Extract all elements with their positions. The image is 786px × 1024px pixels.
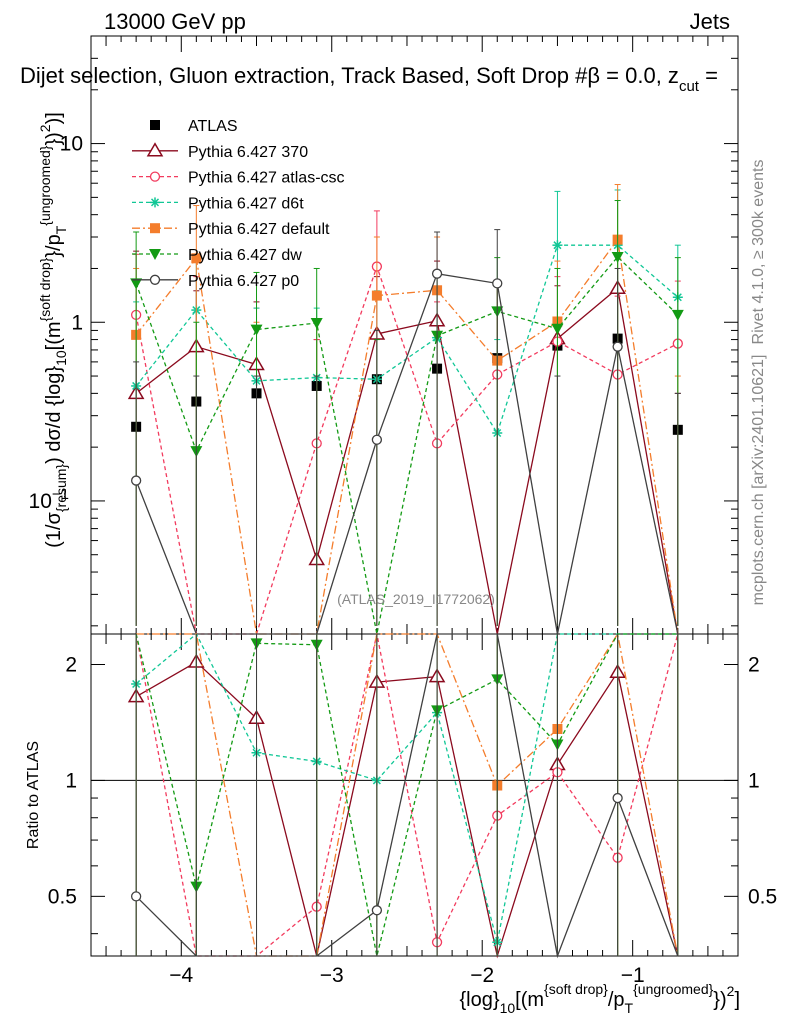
main-y-tick-label: 10	[60, 133, 83, 156]
ratio-series-layer	[127, 632, 679, 959]
legend-entry: Pythia 6.427 d6t	[132, 195, 304, 212]
ratio-y-tick-label-right: 2	[748, 653, 760, 676]
mc-point	[130, 278, 143, 290]
mc-point	[130, 475, 142, 486]
legend-marker	[149, 249, 161, 260]
legend-label: Pythia 6.427 370	[188, 144, 308, 161]
legend-label: Pythia 6.427 dw	[188, 247, 302, 264]
legend-marker	[150, 223, 160, 234]
ratio-point	[130, 891, 142, 902]
analysis-watermark: (ATLAS_2019_I1772062)	[337, 591, 495, 607]
mc-point	[431, 268, 443, 279]
title-beta: β	[587, 63, 600, 88]
x-tick-label: −4	[169, 964, 193, 987]
legend-entry: Pythia 6.427 dw	[132, 247, 302, 264]
title-cut: cut	[679, 78, 700, 95]
series-pythia-6-427-dw	[130, 200, 684, 635]
mc-point	[371, 434, 383, 445]
series-line	[135, 272, 679, 635]
title-suffix: = 0.0, z	[600, 63, 679, 88]
ratio-point	[612, 792, 623, 804]
series-pythia-6-427-370	[127, 236, 681, 635]
legend-entry: Pythia 6.427 atlas-csc	[132, 170, 345, 187]
title-prefix: Dijet selection, Gluon extraction, Track…	[20, 63, 588, 88]
ratio-pythia-6-427-p0	[130, 633, 679, 959]
process-label: Jets	[690, 9, 730, 34]
legend: ATLAS Pythia 6.427 370 Pythia 6.427 atlas-…	[132, 118, 345, 290]
legend-label: Pythia 6.427 d6t	[188, 195, 304, 212]
series-line	[135, 237, 679, 635]
ratio-pythia-6-427-370	[127, 634, 679, 959]
legend-label: ATLAS	[188, 118, 238, 135]
ratio-y-ticks: 2 2 1 1 0.5 0.5	[48, 653, 777, 935]
ratio-line	[135, 661, 679, 959]
main-series-layer	[127, 184, 684, 635]
title-end: =	[699, 63, 718, 88]
x-axis-label: {log}10[(m{soft drop}/pT{ungroomed}})2]	[460, 981, 741, 1016]
ratio-y-tick-label: 2	[65, 653, 77, 676]
mc-point	[551, 323, 564, 335]
ratio-plot-frame	[90, 633, 739, 957]
series-pythia-6-427-p0	[130, 229, 681, 635]
legend-entry: Pythia 6.427 p0	[132, 273, 299, 290]
mc-point	[492, 278, 503, 289]
legend-label: Pythia 6.427 atlas-csc	[188, 170, 345, 187]
legend-marker	[150, 197, 160, 208]
side-rivet-label: Rivet 4.1.0, ≥ 300k events	[750, 160, 767, 345]
x-ticks: −4 −3 −2 −1	[105, 36, 724, 987]
mc-point	[612, 341, 623, 352]
series-line	[135, 255, 679, 635]
legend-marker	[150, 120, 160, 130]
legend-marker	[149, 274, 161, 285]
main-y-axis-label: (1/σ{resum}) dσ/d {log}10[(m{soft drop}}…	[37, 112, 69, 548]
ratio-point	[371, 905, 383, 916]
mc-point	[191, 253, 202, 264]
x-tick-label: −2	[470, 964, 494, 987]
mc-point	[371, 290, 382, 301]
legend-label: Pythia 6.427 default	[188, 221, 330, 238]
legend-marker	[146, 142, 164, 157]
main-y-ticks: 10 1 10−1	[29, 35, 738, 627]
mc-point	[310, 318, 323, 330]
side-site-label: mcplots.cern.ch [arXiv:2401.10621]	[750, 355, 767, 606]
series-line	[135, 287, 679, 635]
ratio-line	[135, 633, 678, 957]
mc-point	[250, 324, 263, 336]
x-tick-label: −1	[621, 964, 645, 987]
plot-title: Dijet selection, Gluon extraction, Track…	[20, 63, 718, 95]
ratio-pythia-6-427-d6t	[131, 632, 679, 956]
ratio-y-tick-label: 0.5	[48, 885, 77, 908]
main-y-tick-label: 1	[71, 311, 83, 334]
ratio-y-axis-label: Ratio to ATLAS	[25, 741, 42, 849]
ratio-line	[135, 633, 679, 959]
ratio-y-tick-label-right: 0.5	[748, 885, 777, 908]
legend-entry: ATLAS	[150, 118, 238, 135]
series-atlas	[131, 333, 683, 435]
ratio-y-tick-label: 1	[65, 769, 77, 792]
ratio-line	[135, 632, 678, 943]
main-y-tick-label: 10−1	[29, 486, 69, 513]
energy-label: 13000 GeV pp	[104, 9, 246, 34]
x-tick-label: −3	[320, 964, 344, 987]
legend-marker	[149, 171, 161, 182]
mc-point	[552, 240, 563, 251]
mc-point	[671, 309, 684, 321]
legend-entry: Pythia 6.427 default	[132, 221, 330, 238]
legend-label: Pythia 6.427 p0	[188, 273, 299, 290]
ratio-y-tick-label-right: 1	[748, 769, 760, 792]
mc-point	[611, 251, 624, 263]
legend-entry: Pythia 6.427 370	[132, 142, 308, 161]
ratio-line	[136, 632, 679, 957]
